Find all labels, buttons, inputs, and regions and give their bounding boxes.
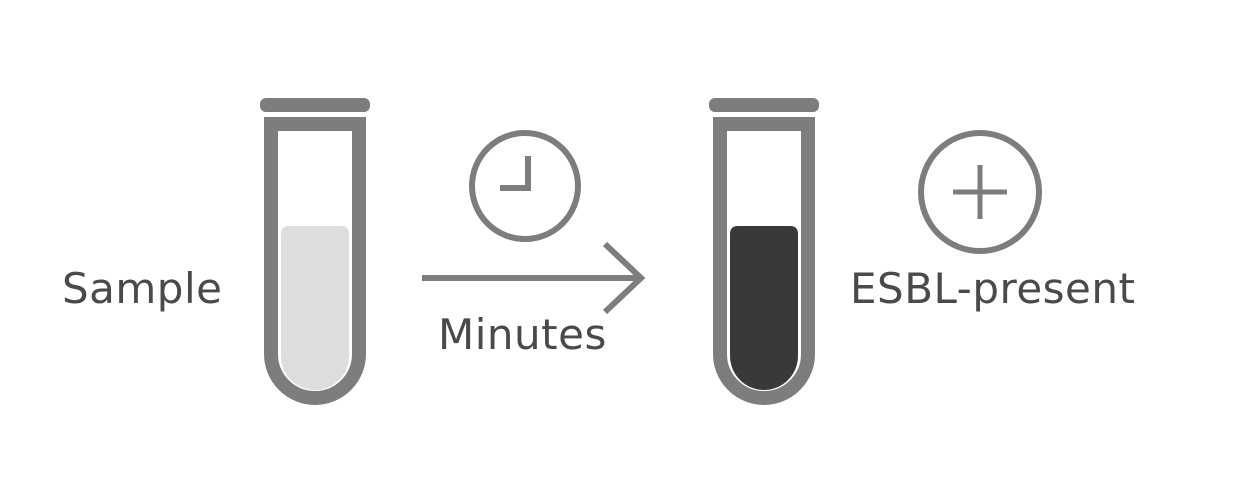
minutes-label: Minutes (438, 310, 607, 359)
sample-label: Sample (62, 264, 223, 313)
result-tube-liquid (730, 226, 798, 390)
result-tube-cap (709, 98, 819, 112)
arrow-right-icon (422, 241, 646, 315)
sample-tube-cap (260, 98, 370, 112)
result-tube-body (713, 117, 815, 405)
arrow-head (602, 241, 646, 315)
clock-hands (500, 156, 531, 191)
result-tube-icon (709, 98, 819, 405)
esbl-present-label: ESBL-present (850, 264, 1136, 313)
sample-tube-liquid (281, 226, 349, 390)
clock-face (469, 130, 581, 242)
plus-circle-icon (918, 130, 1042, 254)
clock-icon (469, 130, 581, 242)
sample-tube-body (264, 117, 366, 405)
sample-tube-icon (260, 98, 370, 405)
plus-circle-ring (918, 130, 1042, 254)
